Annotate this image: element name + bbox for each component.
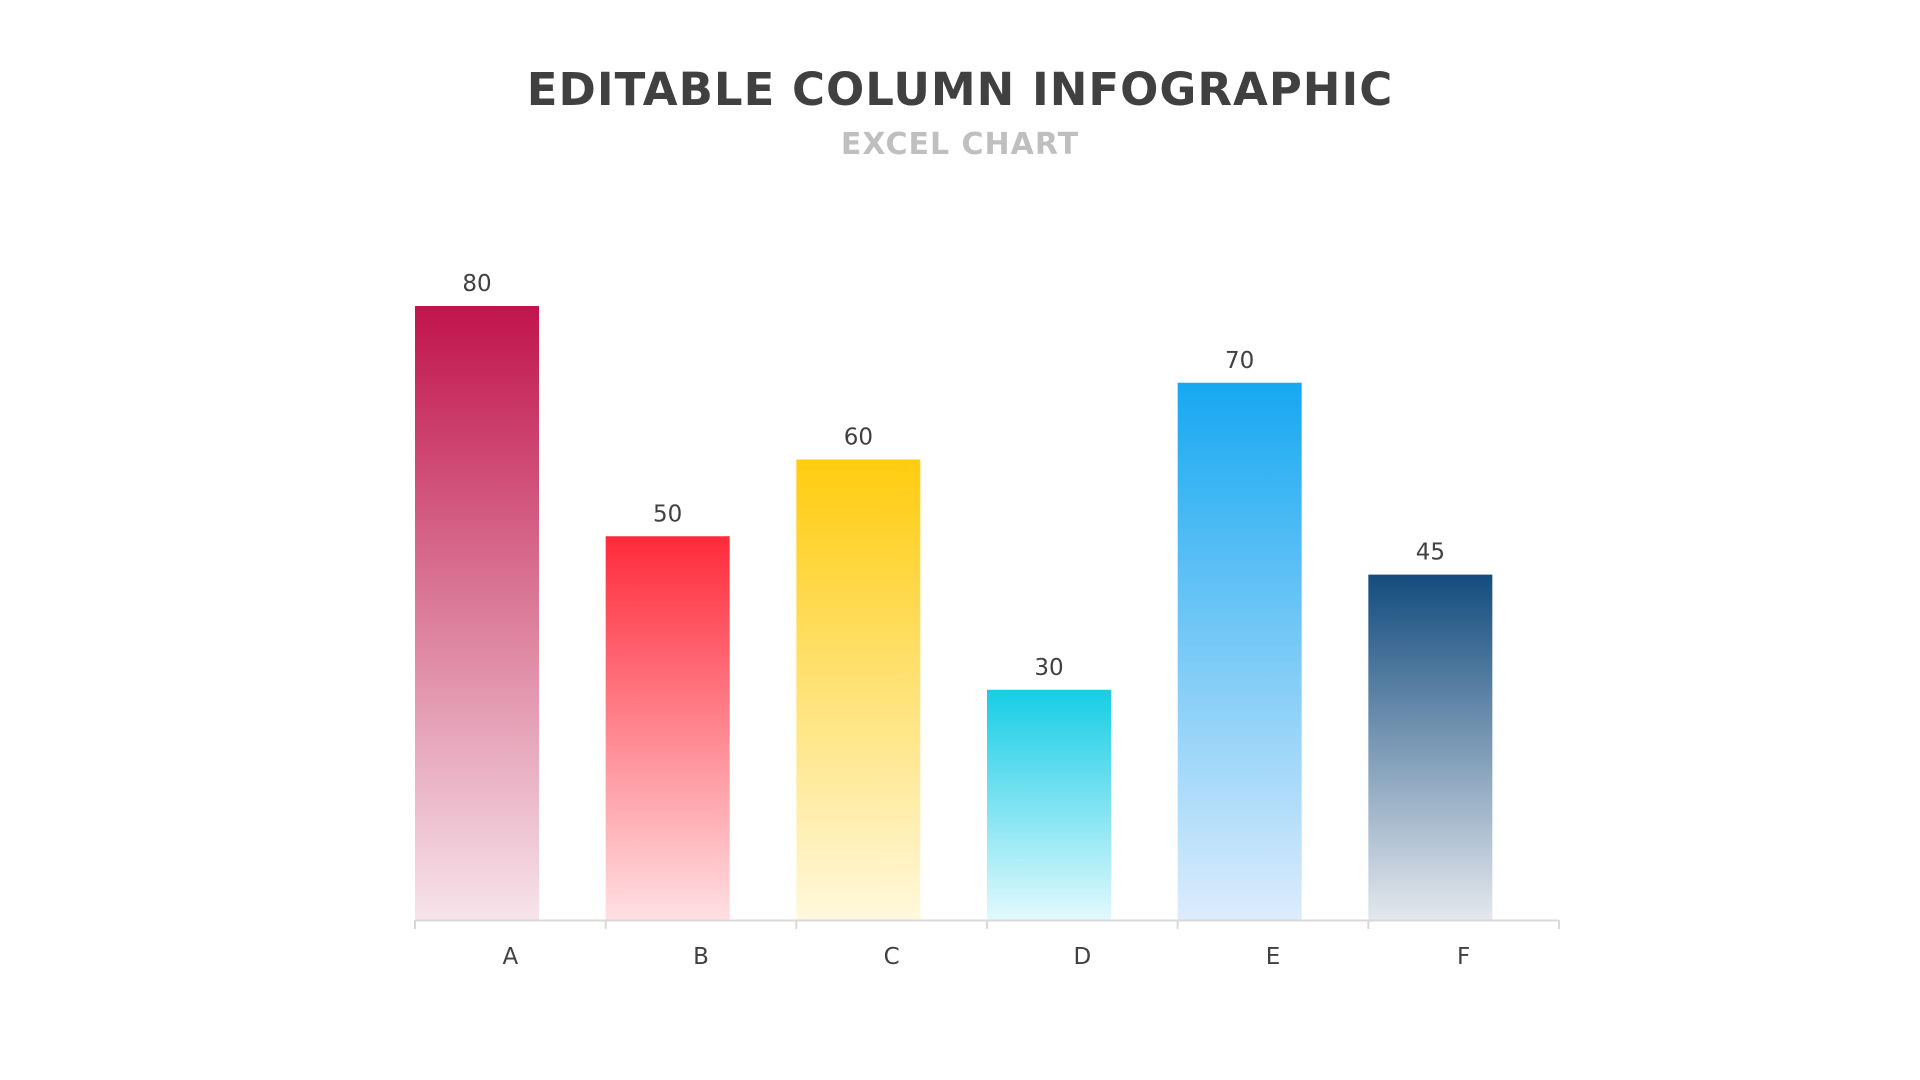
bar-c bbox=[796, 459, 921, 920]
x-axis bbox=[414, 919, 1560, 929]
data-label-c: 60 bbox=[844, 425, 873, 451]
tick-label-c: C bbox=[884, 944, 900, 970]
tick-label-a: A bbox=[502, 944, 518, 970]
bar-e bbox=[1177, 382, 1302, 920]
tick-label-b: B bbox=[693, 944, 709, 970]
bar-f bbox=[1368, 574, 1493, 920]
bar-b bbox=[605, 536, 730, 920]
data-label-d: 30 bbox=[1034, 655, 1063, 681]
labels-layer: 80 A 50 B 60 C 30 D 70 E 45 F bbox=[462, 271, 1470, 970]
bars-layer bbox=[415, 306, 1493, 920]
chart-title: EDITABLE COLUMN INFOGRAPHIC bbox=[526, 63, 1394, 116]
data-label-f: 45 bbox=[1416, 540, 1445, 566]
tick-label-d: D bbox=[1073, 944, 1091, 970]
bar-a bbox=[415, 306, 539, 920]
data-label-b: 50 bbox=[653, 501, 682, 527]
data-label-a: 80 bbox=[462, 271, 491, 297]
tick-label-e: E bbox=[1266, 944, 1281, 970]
chart-subtitle: EXCEL CHART bbox=[840, 127, 1080, 162]
tick-label-f: F bbox=[1457, 944, 1470, 970]
bar-d bbox=[987, 689, 1111, 920]
data-label-e: 70 bbox=[1225, 348, 1254, 374]
